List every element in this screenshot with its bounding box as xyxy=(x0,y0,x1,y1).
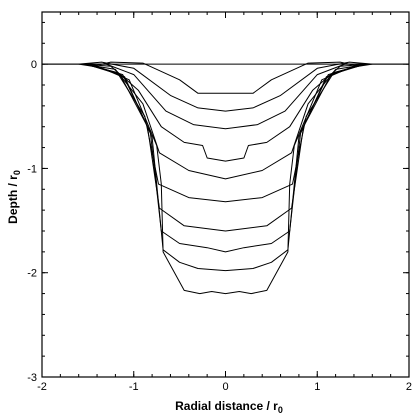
x-tick-label: 0 xyxy=(222,381,228,393)
profile-line-8 xyxy=(85,63,366,232)
profile-line-7 xyxy=(84,63,367,203)
profile-line-3 xyxy=(78,61,373,112)
profile-line-5 xyxy=(82,63,369,162)
y-tick-label: -2 xyxy=(27,268,37,280)
profile-line-6 xyxy=(83,63,368,180)
y-axis-title-text: Depth / r xyxy=(6,175,20,224)
x-axis-title-subscript: 0 xyxy=(278,405,283,415)
profile-line-11 xyxy=(92,63,359,295)
y-tick-label: -3 xyxy=(27,372,37,384)
x-tick-label: -1 xyxy=(129,381,139,393)
x-axis-title-text: Radial distance / r xyxy=(175,399,278,413)
x-axis-title: Radial distance / r0 xyxy=(175,399,283,415)
profile-line-9 xyxy=(87,63,364,253)
profile-line-4 xyxy=(80,63,371,130)
axis-ticks xyxy=(41,12,410,378)
y-tick-label: -1 xyxy=(27,163,37,175)
y-axis-title: Depth / r0 xyxy=(6,170,22,224)
profile-line-10 xyxy=(89,63,362,272)
tick-labels: -2 -1 0 1 20-1-2-3 xyxy=(27,59,412,393)
y-axis-title-subscript: 0 xyxy=(12,170,22,175)
x-tick-label: 1 xyxy=(314,381,320,393)
x-tick-label: 2 xyxy=(406,381,412,393)
x-tick-label: -2 xyxy=(37,381,47,393)
y-tick-label: 0 xyxy=(31,59,37,71)
profile-series-group xyxy=(42,61,409,295)
